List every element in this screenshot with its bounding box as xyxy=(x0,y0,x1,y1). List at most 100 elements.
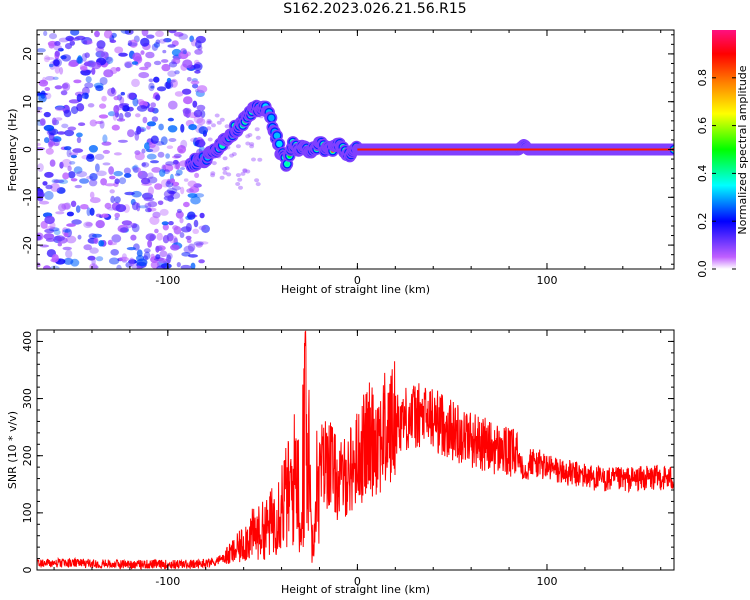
noise-blob xyxy=(163,38,172,43)
noise-blob xyxy=(84,52,90,58)
noise-blob xyxy=(145,207,152,213)
noise-blob xyxy=(157,200,164,206)
noise-blob xyxy=(98,114,109,119)
noise-blob xyxy=(62,172,70,180)
noise-blob xyxy=(130,222,138,229)
noise-blob xyxy=(98,240,105,247)
noise-blob xyxy=(137,170,148,180)
noise-blob xyxy=(254,178,260,183)
noise-blob xyxy=(132,97,139,107)
noise-blob xyxy=(150,135,159,144)
noise-blob xyxy=(73,79,82,84)
noise-blob xyxy=(88,145,98,153)
noise-blob xyxy=(83,221,93,229)
noise-blob xyxy=(113,96,120,101)
noise-blob xyxy=(77,234,82,240)
noise-blob xyxy=(136,249,143,257)
noise-blob xyxy=(168,221,174,226)
noise-blob xyxy=(190,196,201,205)
noise-blob xyxy=(70,200,77,207)
noise-blob xyxy=(151,167,162,173)
noise-blob xyxy=(118,52,128,57)
noise-blob xyxy=(115,204,127,213)
noise-blob xyxy=(124,173,132,178)
colorbar-tick-label: 0.0 xyxy=(696,260,709,278)
colorbar-tick-label: 0.6 xyxy=(696,117,709,135)
noise-blob xyxy=(141,148,146,154)
noise-blob xyxy=(181,252,191,257)
colorbar-tick-label: 0.4 xyxy=(696,165,709,183)
noise-blob xyxy=(167,79,176,83)
noise-blob xyxy=(155,39,161,45)
noise-blob xyxy=(186,188,194,193)
noise-blob xyxy=(78,122,86,126)
noise-blob xyxy=(92,233,102,238)
noise-blob xyxy=(148,186,154,196)
noise-blob xyxy=(89,247,99,254)
noise-blob xyxy=(44,215,55,225)
noise-blob xyxy=(155,30,164,37)
noise-blob xyxy=(188,254,198,258)
noise-blob xyxy=(219,175,225,180)
noise-blob xyxy=(130,234,137,241)
noise-blob xyxy=(151,116,159,122)
noise-blob xyxy=(124,62,132,69)
noise-blob xyxy=(102,149,110,154)
noise-blob xyxy=(224,166,230,171)
noise-blob xyxy=(181,88,192,95)
noise-blob xyxy=(210,171,216,176)
noise-blob xyxy=(49,63,54,68)
noise-blob xyxy=(73,166,83,174)
noise-blob xyxy=(101,95,107,102)
y-tick-label: 300 xyxy=(21,388,34,409)
noise-blob xyxy=(147,176,158,184)
noise-blob xyxy=(83,62,92,67)
colorbar-tick-label: 0.2 xyxy=(696,212,709,230)
noise-blob xyxy=(242,169,248,173)
noise-blob xyxy=(42,76,47,84)
noise-blob xyxy=(76,93,83,102)
noise-blob xyxy=(56,131,66,135)
noise-blob xyxy=(257,157,263,162)
noise-blob xyxy=(42,181,48,186)
noise-blob xyxy=(154,183,163,190)
noise-blob xyxy=(39,200,50,205)
noise-blob xyxy=(91,61,102,70)
noise-blob xyxy=(152,211,161,219)
noise-blob xyxy=(124,30,134,35)
noise-blob xyxy=(237,177,243,182)
noise-blob xyxy=(114,178,120,185)
noise-blob xyxy=(108,257,120,265)
noise-blob xyxy=(109,175,116,180)
noise-blob xyxy=(107,87,117,97)
noise-blob xyxy=(99,77,108,85)
noise-blob xyxy=(53,44,63,51)
noise-blob xyxy=(165,153,171,159)
noise-blob xyxy=(162,49,167,54)
noise-blob xyxy=(45,184,53,190)
noise-blob xyxy=(138,72,150,79)
x-tick-label: 0 xyxy=(354,274,361,287)
noise-blob xyxy=(89,207,95,216)
noise-blob xyxy=(54,117,63,121)
noise-blob xyxy=(108,166,114,175)
noise-blob xyxy=(57,47,64,52)
noise-blob xyxy=(107,242,117,246)
noise-blob xyxy=(95,85,104,92)
noise-blob xyxy=(162,223,169,231)
noise-blob xyxy=(100,51,109,58)
noise-blob xyxy=(103,30,113,39)
noise-blob xyxy=(123,167,131,175)
noise-blob xyxy=(168,100,178,110)
noise-blob xyxy=(61,123,69,129)
noise-blob xyxy=(150,253,155,260)
noise-blob xyxy=(168,235,178,244)
x-tick-label: 0 xyxy=(354,575,361,588)
noise-blob xyxy=(51,254,59,263)
noise-blob xyxy=(144,142,151,151)
noise-blob xyxy=(194,70,201,74)
noise-blob xyxy=(161,63,171,72)
noise-blob xyxy=(70,154,77,159)
noise-blob xyxy=(66,223,76,227)
noise-blob xyxy=(179,232,185,238)
